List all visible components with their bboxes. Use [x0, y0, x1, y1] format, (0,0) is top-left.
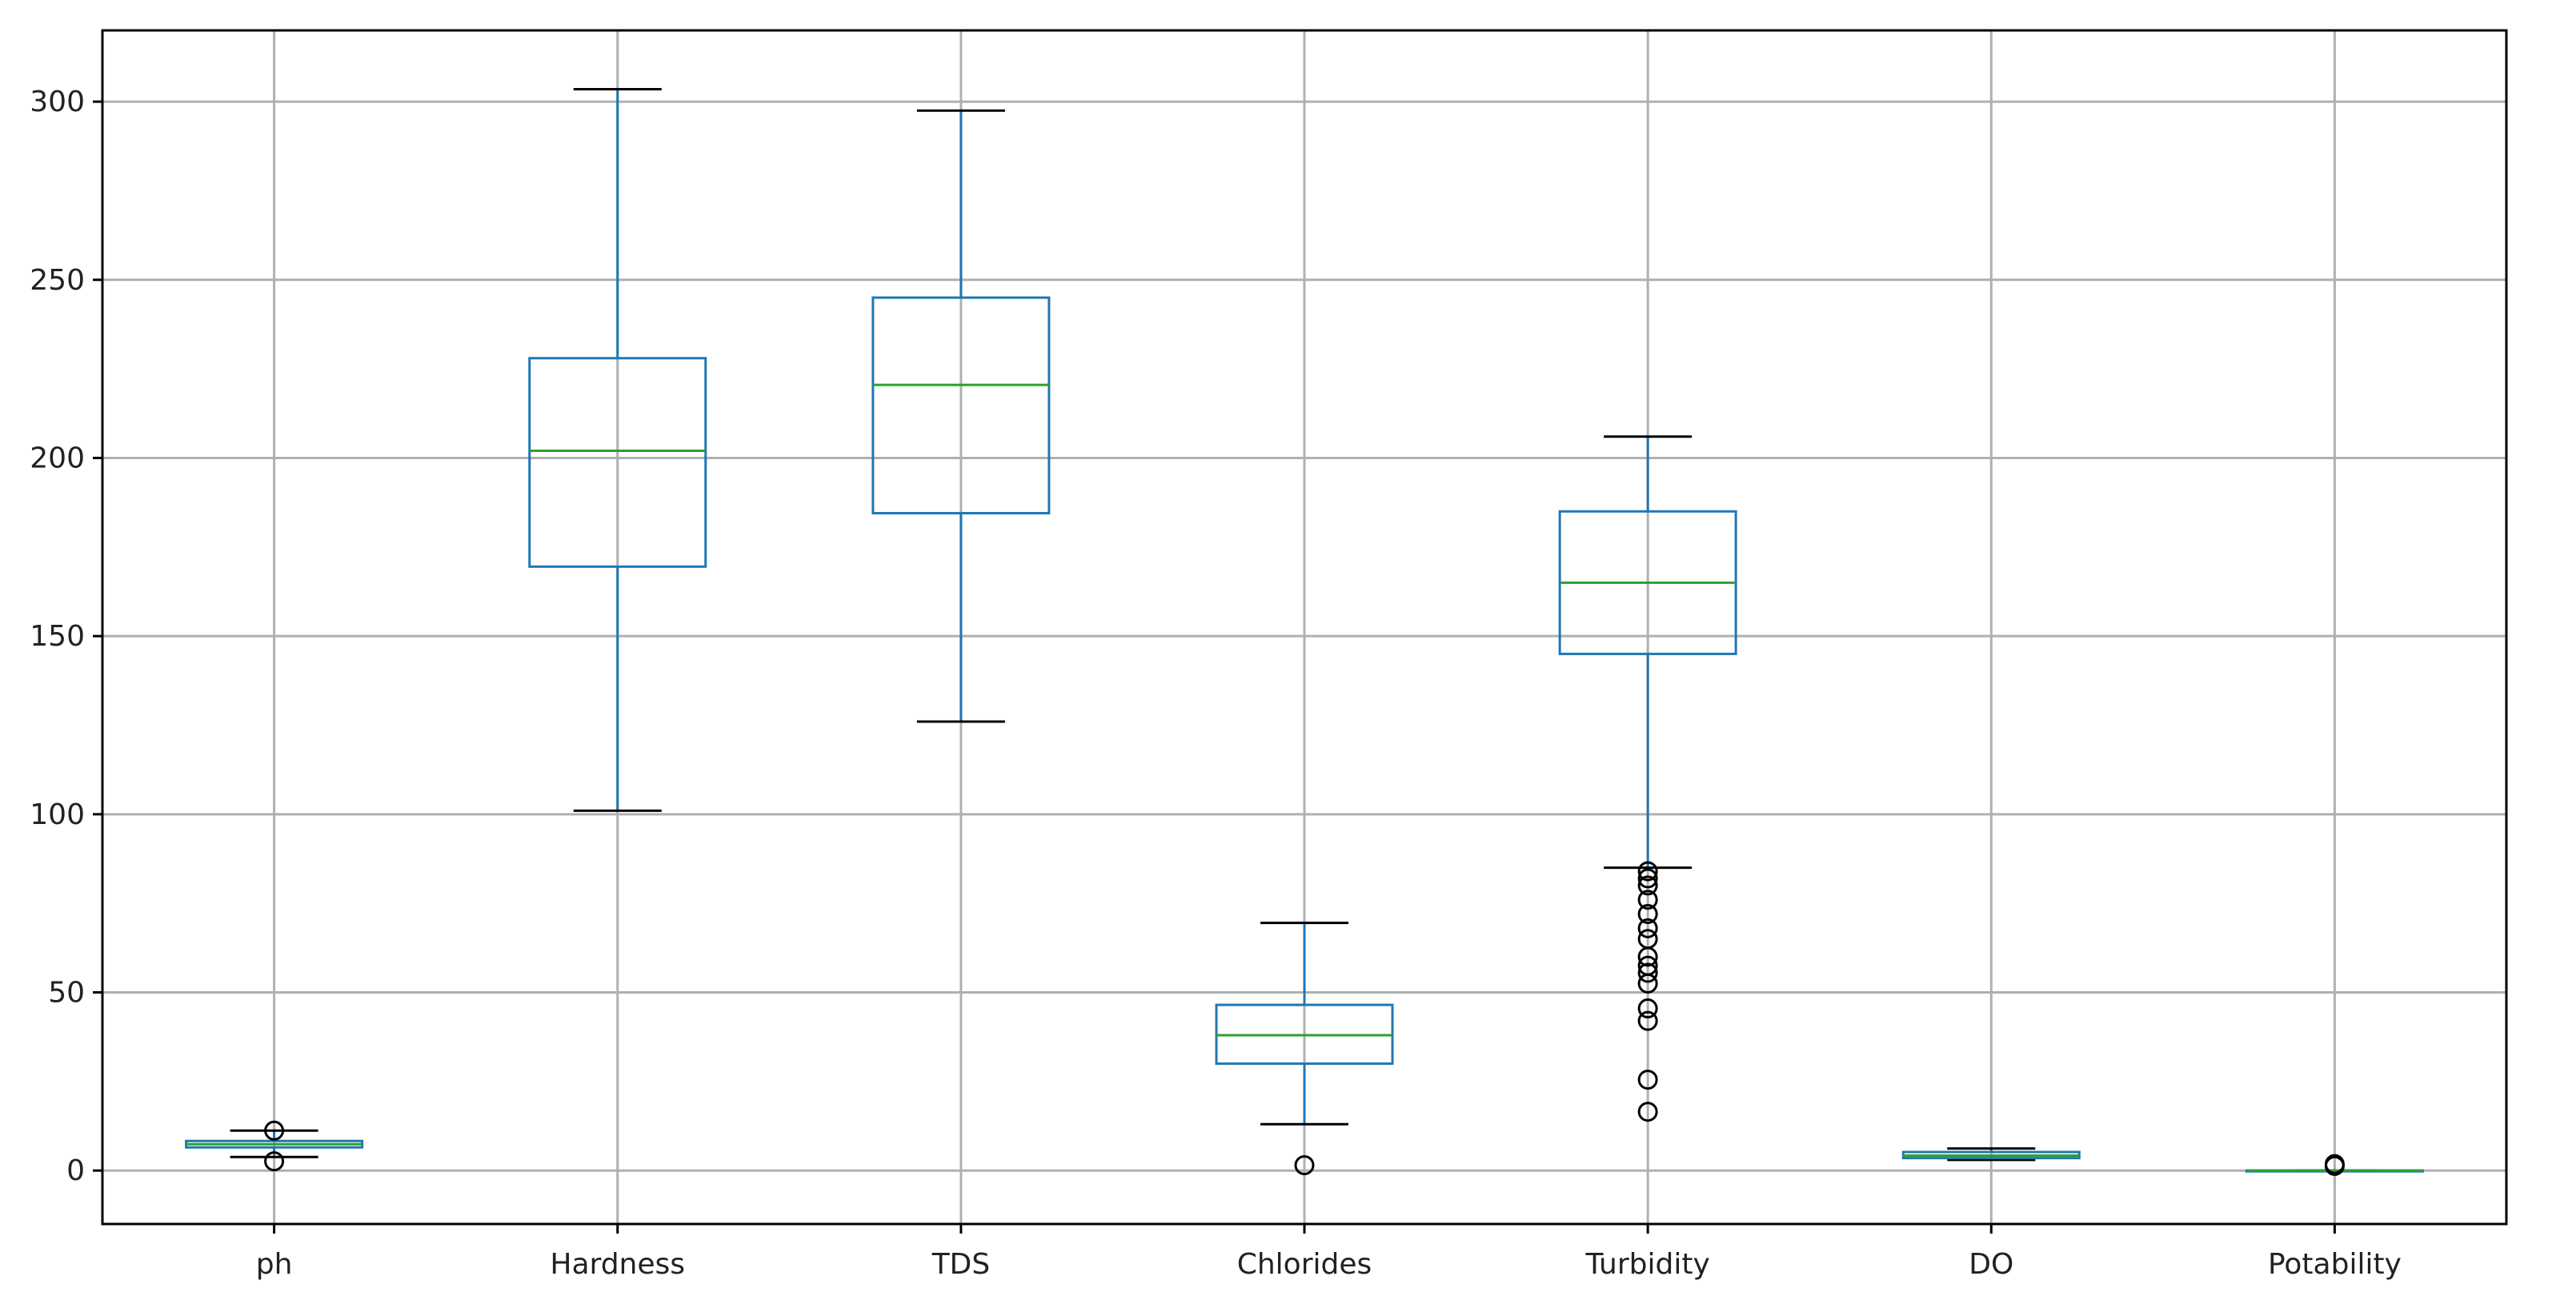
box-turbidity [1558, 435, 1737, 1122]
outlier-point [2324, 1154, 2345, 1174]
y-tick-label: 100 [30, 798, 85, 831]
x-tick-label-hardness: Hardness [550, 1248, 685, 1281]
box-tds [871, 109, 1051, 723]
axis-ticks: 0 50 100 150 200 250 300 ph Hardness TDS Chlorides… [30, 86, 2402, 1281]
outlier-point [1637, 918, 1658, 938]
outlier-point [1637, 962, 1658, 983]
y-tick-label: 300 [30, 86, 85, 118]
iqr-box [871, 296, 1051, 514]
outlier-point [1637, 955, 1658, 976]
grid [102, 30, 2506, 1224]
outlier-point [264, 1151, 285, 1172]
outlier-point [1637, 1102, 1658, 1122]
box-potability [2245, 1154, 2424, 1176]
x-tick-label-do: DO [1969, 1248, 2013, 1281]
box-do [1901, 1147, 2081, 1162]
outlier-point [1294, 1155, 1315, 1176]
outlier-point [1637, 861, 1658, 882]
outlier-point [264, 1120, 285, 1141]
outlier-point [1637, 890, 1658, 910]
outlier-point [1637, 929, 1658, 950]
y-tick-label: 150 [30, 620, 85, 653]
iqr-box [528, 357, 707, 568]
box-chlorides [1215, 922, 1394, 1176]
y-tick-label: 250 [30, 264, 85, 297]
outlier-point [1637, 1010, 1658, 1031]
x-tick-label-turbidity: Turbidity [1585, 1248, 1710, 1281]
x-tick-label-tds: TDS [931, 1248, 991, 1281]
y-tick-label: 0 [66, 1154, 85, 1187]
outlier-point [1637, 1070, 1658, 1090]
x-tick-label-chlorides: Chlorides [1237, 1248, 1372, 1281]
x-tick-label-potability: Potability [2268, 1248, 2402, 1281]
y-tick-label: 50 [48, 977, 85, 1010]
box-ph [185, 1120, 364, 1172]
outlier-point [1637, 868, 1658, 889]
outlier-point [1637, 998, 1658, 1019]
box-hardness [528, 87, 707, 812]
boxes [185, 87, 2424, 1176]
x-tick-label-ph: ph [256, 1248, 293, 1281]
outlier-point [1637, 875, 1658, 896]
y-tick-label: 200 [30, 442, 85, 474]
outlier-point [1637, 904, 1658, 925]
